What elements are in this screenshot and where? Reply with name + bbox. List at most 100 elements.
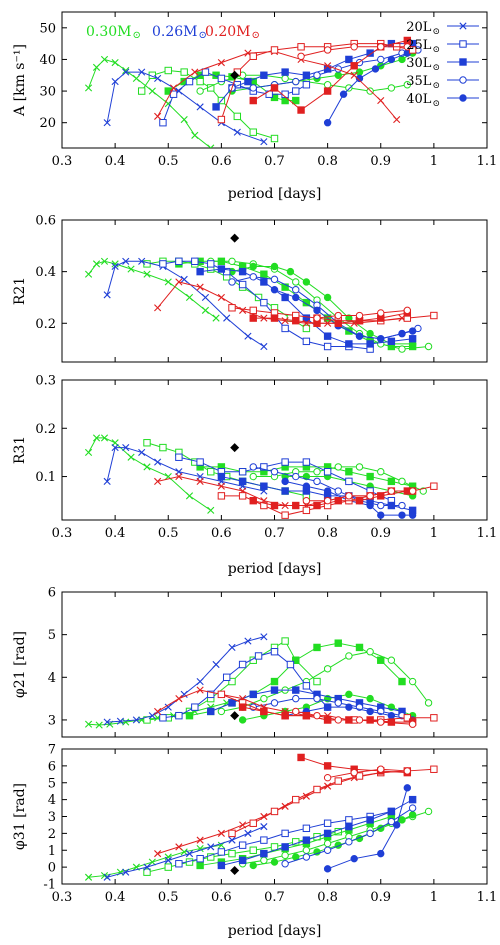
data-point-0.20-35L <box>334 311 342 320</box>
series-line-0.30-20L <box>88 260 217 319</box>
open-square-icon <box>459 40 467 48</box>
data-point-0.30-40L <box>249 262 257 271</box>
data-point-0.20-20L <box>154 477 162 485</box>
data-point-0.26-30L <box>387 337 396 346</box>
data-point-0.26-25L <box>175 257 183 266</box>
data-point-0.20-35L <box>350 768 358 777</box>
y-tick-label: 4 <box>48 793 56 808</box>
observed-point <box>230 233 240 243</box>
data-point-0.26-25L <box>323 819 332 827</box>
data-point-0.26-25L <box>270 648 279 656</box>
data-point-0.30-40L <box>323 293 332 302</box>
data-point-0.20-30L <box>350 62 358 70</box>
data-point-0.30-35L <box>408 677 417 686</box>
data-point-0.20-35L <box>350 43 358 51</box>
x-tick-label: 1.1 <box>477 890 498 905</box>
data-point-0.26-35L <box>345 838 353 846</box>
sun-symbol: ⊙ <box>199 30 207 41</box>
filled-square-icon <box>459 58 467 66</box>
data-point-0.30-35L <box>196 87 204 95</box>
data-point-0.26-25L <box>345 477 353 486</box>
data-point-0.20-20L <box>196 477 204 485</box>
data-point-0.30-35L <box>249 472 257 481</box>
data-point-0.30-30L <box>196 861 204 870</box>
data-point-0.26-40L <box>371 65 380 73</box>
data-point-0.26-30L <box>260 849 268 858</box>
data-point-0.26-30L <box>323 829 332 838</box>
data-point-0.20-25L <box>217 690 226 699</box>
data-point-0.26-30L <box>260 482 268 490</box>
data-point-0.30-25L <box>207 468 215 476</box>
data-point-0.20-30L <box>260 707 268 716</box>
y-axis-label: A [km s⁻¹] <box>12 44 28 117</box>
data-point-0.20-20L <box>154 707 162 716</box>
y-tick-label: 0.6 <box>35 214 56 229</box>
data-point-0.30-35L <box>313 468 321 476</box>
data-point-0.26-30L <box>366 49 374 57</box>
data-point-0.20-20L <box>377 96 385 105</box>
data-point-0.26-35L <box>334 487 342 495</box>
data-point-0.30-30L <box>260 270 268 278</box>
data-point-0.26-25L <box>185 77 194 86</box>
data-point-0.26-30L <box>244 77 252 86</box>
x-axis-label: period [days] <box>228 923 322 939</box>
x-tick-label: 0.9 <box>370 526 391 541</box>
data-point-0.20-25L <box>430 311 438 320</box>
data-point-0.26-20L <box>260 633 268 641</box>
data-point-0.20-20L <box>239 306 247 314</box>
mass-label-0.20: 0.20M⊙ <box>205 24 260 41</box>
data-point-0.20-35L <box>323 46 332 54</box>
series-line-0.20-20L <box>157 770 408 855</box>
series-line-0.20-35L <box>327 768 408 779</box>
data-point-0.30-20L <box>127 265 135 273</box>
sun-symbol: ⊙ <box>432 27 440 37</box>
x-tick-label: 0.6 <box>211 154 232 169</box>
data-point-0.20-35L <box>366 492 374 500</box>
data-point-0.20-20L <box>302 792 310 800</box>
data-point-0.30-20L <box>122 66 130 75</box>
data-point-0.26-40L <box>292 293 300 302</box>
data-point-0.30-25L <box>233 112 242 121</box>
series-group <box>84 36 422 148</box>
legend-label-30L: 30L⊙ <box>406 56 440 73</box>
data-point-0.26-25L <box>201 68 210 76</box>
y-tick-label: 3 <box>48 713 56 728</box>
data-point-0.26-30L <box>366 340 374 348</box>
y-tick-label: 6 <box>48 586 56 601</box>
data-point-0.26-25L <box>191 257 199 266</box>
x-axis-label: period [days] <box>228 561 322 577</box>
data-point-0.26-30L <box>345 340 353 348</box>
series-group <box>84 633 438 729</box>
y-tick-label: 50 <box>39 21 56 36</box>
data-point-0.30-25L <box>164 66 172 75</box>
data-point-0.30-20L <box>92 434 101 442</box>
data-point-0.20-30L <box>270 501 279 510</box>
data-point-0.20-20L <box>217 293 225 302</box>
data-point-0.26-35L <box>313 694 321 703</box>
data-point-0.30-35L <box>334 463 342 471</box>
data-point-0.26-40L <box>339 90 348 98</box>
data-point-0.20-25L <box>228 829 236 838</box>
data-point-0.26-40L <box>408 327 417 335</box>
data-point-0.26-30L <box>366 816 374 824</box>
data-point-0.26-25L <box>238 841 247 849</box>
x-tick-label: 0.5 <box>158 890 179 905</box>
data-point-0.26-30L <box>323 332 332 340</box>
data-point-0.20-30L <box>270 314 279 322</box>
data-point-0.30-20L <box>201 306 210 314</box>
data-point-0.30-20L <box>111 59 119 67</box>
data-point-0.30-35L <box>387 656 396 664</box>
mass-label-0.26: 0.26M⊙ <box>152 24 207 41</box>
data-point-0.26-30L <box>387 807 396 816</box>
panel-phi21: 3 4 5 6 φ21 [rad] <box>12 586 488 738</box>
data-point-0.26-20L <box>244 637 252 645</box>
data-point-0.26-35L <box>270 468 279 476</box>
data-point-0.26-30L <box>249 690 257 699</box>
data-point-0.30-35L <box>387 84 396 92</box>
data-point-0.26-20L <box>103 119 111 127</box>
data-point-0.20-30L <box>313 501 321 510</box>
data-point-0.26-35L <box>408 804 417 812</box>
data-point-0.26-30L <box>217 861 226 870</box>
data-point-0.26-30L <box>345 55 353 64</box>
x-tick-label: 0.5 <box>158 526 179 541</box>
